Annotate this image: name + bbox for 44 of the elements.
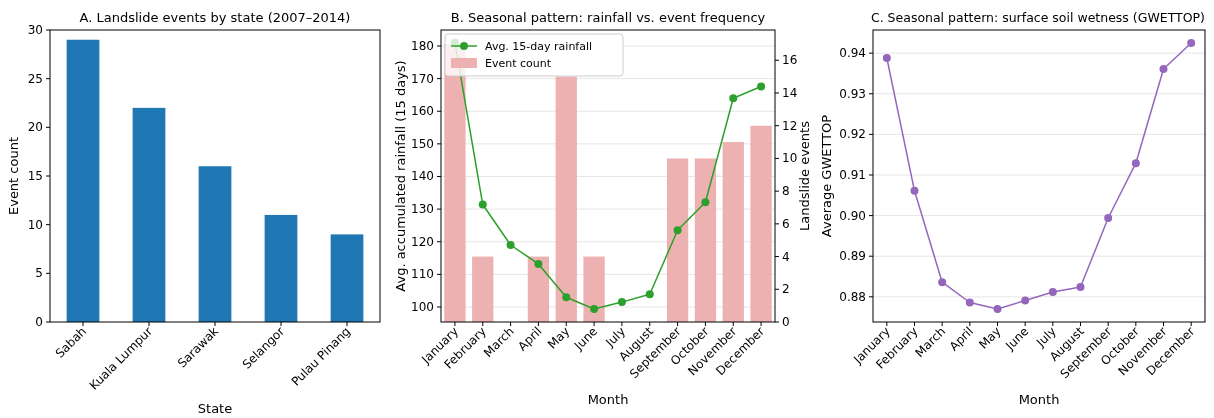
legend-label: Avg. 15-day rainfall [485, 40, 593, 53]
chart-title: B. Seasonal pattern: rainfall vs. event frequency [450, 10, 766, 25]
y2-tick-label: 4 [782, 249, 790, 264]
y-tick-label: 0.93 [839, 86, 866, 101]
y-tick-label: 110 [411, 267, 434, 282]
y2-axis-title: Landslide events [797, 120, 812, 231]
y2-tick-label: 8 [782, 184, 790, 199]
x-axis-title: Month [587, 392, 629, 407]
x-axis-title: Month [1018, 392, 1060, 407]
y-tick-label: 120 [411, 234, 434, 249]
y-tick-label: 20 [27, 120, 43, 135]
chart-title: A. Landslide events by state (2007–2014) [79, 10, 351, 25]
y2-tick-label: 2 [782, 282, 790, 297]
y-axis-title: Event count [6, 136, 21, 216]
chart-title: C. Seasonal pattern: surface soil wetness (GWETTOP) [870, 10, 1205, 25]
y-tick-label: 100 [411, 299, 434, 314]
y2-tick-label: 16 [782, 53, 798, 68]
y-tick-label: 170 [411, 71, 434, 86]
y-tick-label: 5 [35, 266, 43, 281]
y2-tick-label: 14 [782, 85, 798, 100]
y-tick-label: 10 [27, 217, 43, 232]
y-axis-title: Average GWETTOP [819, 114, 834, 238]
y-tick-label: 180 [411, 38, 434, 53]
y-tick-label: 140 [411, 169, 434, 184]
legend-label: Event count [485, 57, 552, 70]
y-tick-label: 0.88 [839, 289, 866, 304]
y-tick-label: 15 [27, 169, 43, 183]
y-tick-label: 0 [35, 315, 43, 329]
y2-tick-label: 10 [782, 151, 798, 166]
y-tick-label: 25 [27, 71, 43, 86]
y-axis-title: Avg. accumulated rainfall (15 days) [393, 60, 408, 292]
y-tick-label: 160 [411, 104, 434, 119]
y2-tick-label: 12 [782, 118, 798, 133]
x-axis-title: State [197, 401, 233, 416]
y-tick-label: 0.89 [839, 249, 866, 264]
y-tick-label: 0.94 [839, 46, 866, 61]
y-tick-label: 0.92 [839, 127, 866, 142]
y-tick-label: 130 [411, 202, 434, 217]
y-tick-label: 0.91 [839, 167, 866, 182]
y2-tick-label: 6 [782, 216, 790, 231]
y-tick-label: 30 [27, 23, 43, 37]
y2-tick-label: 0 [782, 315, 790, 329]
y-tick-label: 0.90 [839, 208, 866, 223]
y-tick-label: 150 [411, 136, 434, 151]
